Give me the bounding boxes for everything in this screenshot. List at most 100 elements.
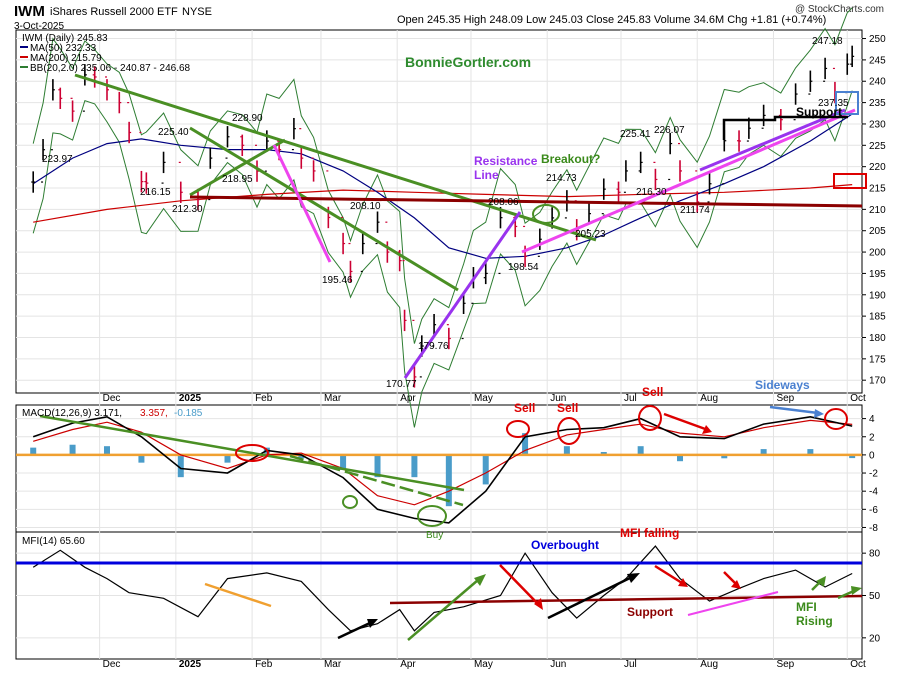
macd-histogram-bar bbox=[760, 449, 767, 456]
resistance-green-2 bbox=[189, 126, 459, 292]
macd-circle-buy bbox=[417, 505, 447, 527]
macd-down-trend bbox=[39, 414, 465, 492]
month-label: Oct bbox=[850, 393, 866, 404]
month-label-bottom: May bbox=[474, 659, 493, 670]
mfi-arrow-red-2 bbox=[654, 564, 683, 585]
mfi-arrowhead-green-2 bbox=[816, 576, 826, 587]
macd-circle-1 bbox=[235, 444, 269, 462]
macd-circle-sideways bbox=[824, 408, 848, 430]
legend-ma50: MA(50) 232.33 bbox=[30, 43, 97, 54]
mfi-tick-label: 20 bbox=[869, 633, 881, 644]
mfi-arrowhead-green bbox=[474, 574, 486, 586]
month-label-bottom: Oct bbox=[850, 659, 866, 670]
macd-line bbox=[32, 415, 853, 524]
annotation-216-30: 216.30 bbox=[636, 187, 667, 198]
price-tick-label: 225 bbox=[869, 141, 886, 152]
legend-macd-signal: 3.357, bbox=[140, 408, 168, 419]
month-label: Jul bbox=[624, 393, 637, 404]
chart-date: 3-Oct-2025 bbox=[14, 21, 64, 32]
label-mfi-support: Support bbox=[627, 605, 673, 619]
macd-legend: MACD(12,26,9) 3.171, 3.357, -0.185 bbox=[22, 408, 203, 419]
mfi-arrow-red-1 bbox=[499, 564, 539, 605]
label-sell-1: Sell bbox=[514, 401, 535, 415]
month-label-bottom: Jul bbox=[624, 659, 637, 670]
label-sell-2: Sell bbox=[557, 401, 578, 415]
mfi-series-layer bbox=[32, 545, 853, 632]
annotation-226-07: 226.07 bbox=[654, 125, 685, 136]
mfi-arrowhead-black-1 bbox=[367, 619, 378, 628]
price-tick-label: 175 bbox=[869, 354, 886, 365]
annotation-170-77: 170.77 bbox=[386, 379, 417, 390]
price-annotations: 223.97 225.40 228.90 218.95 216.15 212.3… bbox=[42, 36, 849, 390]
trend-purple-rally bbox=[403, 211, 522, 379]
annotation-225-40: 225.40 bbox=[158, 127, 189, 138]
macd-histogram-bar bbox=[482, 454, 489, 485]
price-tick-label: 185 bbox=[869, 312, 886, 323]
macd-down-trend-2 bbox=[289, 454, 464, 507]
support-green-1 bbox=[189, 138, 286, 197]
price-tick-label: 245 bbox=[869, 55, 886, 66]
axis-ticks: Dec Dec 2025 2025 Feb Feb Mar Mar Apr Apr May May Ju… bbox=[103, 34, 887, 670]
legend-bb: BB(20,2.0) 235.06 - 240.87 - 246.68 bbox=[30, 63, 191, 74]
mfi-arrowhead-red-3 bbox=[731, 580, 741, 589]
macd-histogram-bar bbox=[677, 454, 684, 462]
month-label-bottom: Jun bbox=[550, 659, 566, 670]
macd-histogram-bar bbox=[30, 447, 37, 456]
annotation-212-30: 212.30 bbox=[172, 204, 203, 215]
annotation-195-46: 195.46 bbox=[322, 275, 353, 286]
mfi-orange-line bbox=[204, 582, 272, 608]
price-tick-label: 195 bbox=[869, 269, 886, 280]
month-label: Sep bbox=[776, 393, 794, 404]
annotation-208-10: 208.10 bbox=[350, 201, 381, 212]
label-resistance: Resistance bbox=[474, 154, 538, 168]
annotation-205-23: 205.23 bbox=[575, 229, 606, 240]
price-tick-label: 180 bbox=[869, 333, 886, 344]
price-tick-label: 220 bbox=[869, 162, 886, 173]
macd-histogram-bar bbox=[721, 454, 728, 459]
annotation-214-73: 214.73 bbox=[546, 173, 577, 184]
macd-histogram-bar bbox=[374, 454, 381, 478]
watermark: @ StockCharts.com bbox=[795, 4, 884, 15]
trend-magenta-drop bbox=[272, 144, 332, 263]
legend-iwm: IWM (Daily) 245.83 bbox=[22, 33, 108, 44]
mfi-arrowhead-red-1 bbox=[534, 598, 543, 610]
price-tick-label: 190 bbox=[869, 290, 886, 301]
support-brown bbox=[189, 195, 863, 208]
price-tick-label: 240 bbox=[869, 77, 886, 88]
macd-histogram-bar bbox=[807, 449, 814, 456]
macd-histogram-bar bbox=[637, 446, 644, 456]
breakout-circle bbox=[532, 204, 560, 224]
mfi-title: MFI(14) 65.60 bbox=[22, 536, 85, 547]
label-mfi-rising-1: MFI bbox=[796, 600, 817, 614]
month-label-bottom: Apr bbox=[400, 659, 416, 670]
month-label-bottom: Dec bbox=[103, 659, 121, 670]
month-label-bottom: Feb bbox=[255, 659, 273, 670]
trend-magenta-long bbox=[521, 108, 856, 254]
annotation-216-15: 216.15 bbox=[140, 187, 171, 198]
ma50-line bbox=[32, 113, 853, 259]
price-legend: IWM (Daily) 245.83 MA(50) 232.33 MA(200)… bbox=[20, 33, 191, 74]
month-label: Aug bbox=[700, 393, 718, 404]
macd-histogram-bar bbox=[224, 454, 231, 463]
annotation-247-18: 247.18 bbox=[812, 36, 843, 47]
macd-tick-label: 2 bbox=[869, 432, 875, 443]
macd-arrowhead-sideways bbox=[814, 409, 824, 418]
macd-circle-sell-1 bbox=[506, 420, 530, 438]
macd-histogram-bar bbox=[445, 454, 452, 507]
month-label-bottom: Aug bbox=[700, 659, 718, 670]
macd-circle-sell-2 bbox=[557, 417, 581, 445]
mfi-tick-label: 80 bbox=[869, 549, 881, 560]
macd-histogram-bar bbox=[849, 454, 856, 459]
resistance-green-1 bbox=[74, 73, 597, 242]
macd-series-layer bbox=[16, 415, 862, 524]
annotation-237-35: 237.35 bbox=[818, 98, 849, 109]
highlight-blue-box bbox=[835, 91, 859, 115]
macd-tick-label: 0 bbox=[869, 450, 875, 461]
label-overbought: Overbought bbox=[531, 538, 599, 552]
month-label-bottom: Sep bbox=[776, 659, 794, 670]
mfi-arrow-green bbox=[407, 579, 479, 641]
mfi-support-line bbox=[389, 594, 863, 605]
annotation-225-41: 225.41 bbox=[620, 129, 651, 140]
month-label: Jun bbox=[550, 393, 566, 404]
